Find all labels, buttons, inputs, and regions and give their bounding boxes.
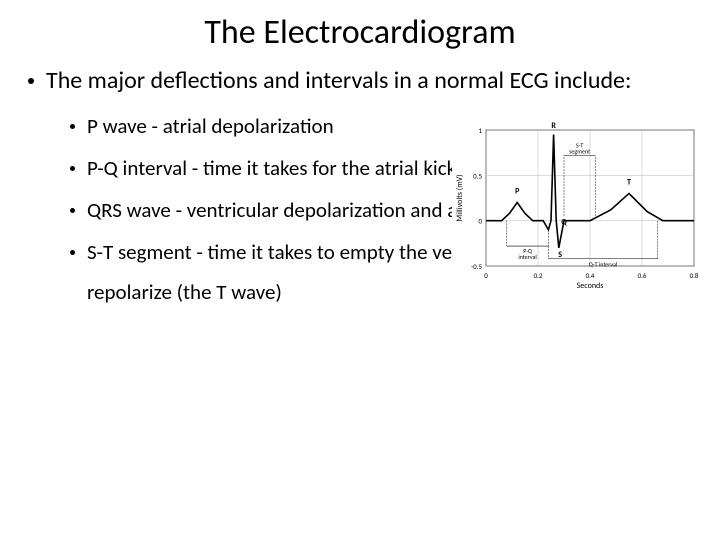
svg-text:0.4: 0.4 (586, 271, 595, 280)
main-bullet: The major deflections and intervals in a… (20, 63, 700, 99)
svg-text:interval: interval (518, 253, 536, 261)
main-bullet-text: The major deflections and intervals in a… (46, 63, 700, 99)
svg-text:0: 0 (484, 271, 488, 280)
svg-text:-0.5: -0.5 (471, 262, 482, 271)
ecg-chart: 00.20.40.60.8-0.500.51SecondsMillivolts … (452, 120, 702, 290)
svg-text:R: R (551, 121, 556, 131)
svg-text:0.8: 0.8 (690, 271, 699, 280)
bullet-dot (70, 166, 75, 171)
svg-text:Q-T interval: Q-T interval (589, 261, 618, 269)
svg-text:segment: segment (569, 147, 590, 155)
bullet-dot (28, 78, 34, 84)
bullet-dot (70, 250, 75, 255)
bullet-dot (70, 208, 75, 213)
bullet-dot (70, 124, 75, 129)
svg-text:0.6: 0.6 (638, 271, 647, 280)
svg-text:Millivolts (mV): Millivolts (mV) (455, 174, 465, 221)
svg-text:0.2: 0.2 (534, 271, 543, 280)
svg-text:0: 0 (478, 217, 482, 226)
svg-text:P: P (515, 186, 520, 196)
page-title: The Electrocardiogram (0, 0, 720, 57)
svg-text:Seconds: Seconds (577, 281, 604, 290)
svg-text:T: T (627, 177, 631, 187)
svg-text:S: S (558, 250, 562, 260)
svg-text:Q: Q (561, 217, 567, 227)
svg-text:1: 1 (478, 126, 482, 135)
svg-text:0.5: 0.5 (473, 171, 482, 180)
